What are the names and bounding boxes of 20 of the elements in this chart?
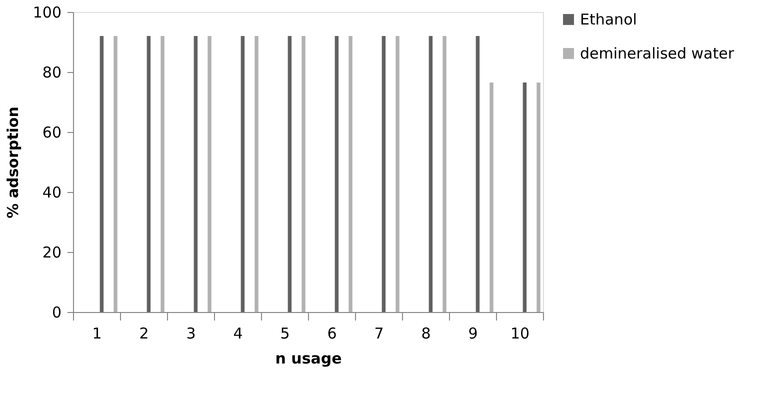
- x-tick-label: 3: [186, 324, 196, 342]
- x-tick-label: 8: [421, 324, 431, 342]
- x-tick-label: 1: [92, 324, 102, 342]
- y-tick-label: 40: [42, 184, 62, 202]
- legend-label: Ethanol: [580, 10, 637, 28]
- x-tick-label: 5: [280, 324, 290, 342]
- x-tick-label: 9: [468, 324, 478, 342]
- y-tick-label: 60: [42, 124, 62, 142]
- x-tick-label: 6: [327, 324, 337, 342]
- x-axis-title: n usage: [275, 350, 342, 368]
- x-tick-label: 7: [374, 324, 384, 342]
- x-tick-label: 4: [233, 324, 243, 342]
- legend-label: demineralised water: [580, 44, 735, 62]
- y-tick-label: 0: [52, 304, 62, 322]
- y-tick-label: 20: [42, 244, 62, 262]
- y-axis-title: % adsorption: [4, 106, 22, 218]
- x-tick-label: 10: [510, 324, 530, 342]
- x-tick-label: 2: [139, 324, 149, 342]
- y-tick-label: 80: [42, 64, 62, 82]
- y-tick-label: 100: [32, 4, 62, 22]
